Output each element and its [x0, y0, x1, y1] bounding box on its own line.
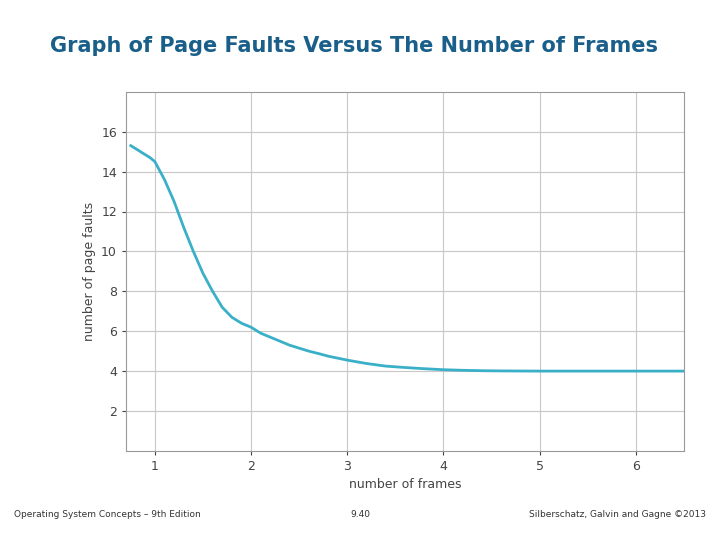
Text: Graph of Page Faults Versus The Number of Frames: Graph of Page Faults Versus The Number o…	[50, 36, 658, 56]
X-axis label: number of frames: number of frames	[348, 478, 462, 491]
Text: 9.40: 9.40	[350, 510, 370, 518]
Y-axis label: number of page faults: number of page faults	[83, 202, 96, 341]
Text: Silberschatz, Galvin and Gagne ©2013: Silberschatz, Galvin and Gagne ©2013	[528, 510, 706, 518]
Text: Operating System Concepts – 9th Edition: Operating System Concepts – 9th Edition	[14, 510, 201, 518]
